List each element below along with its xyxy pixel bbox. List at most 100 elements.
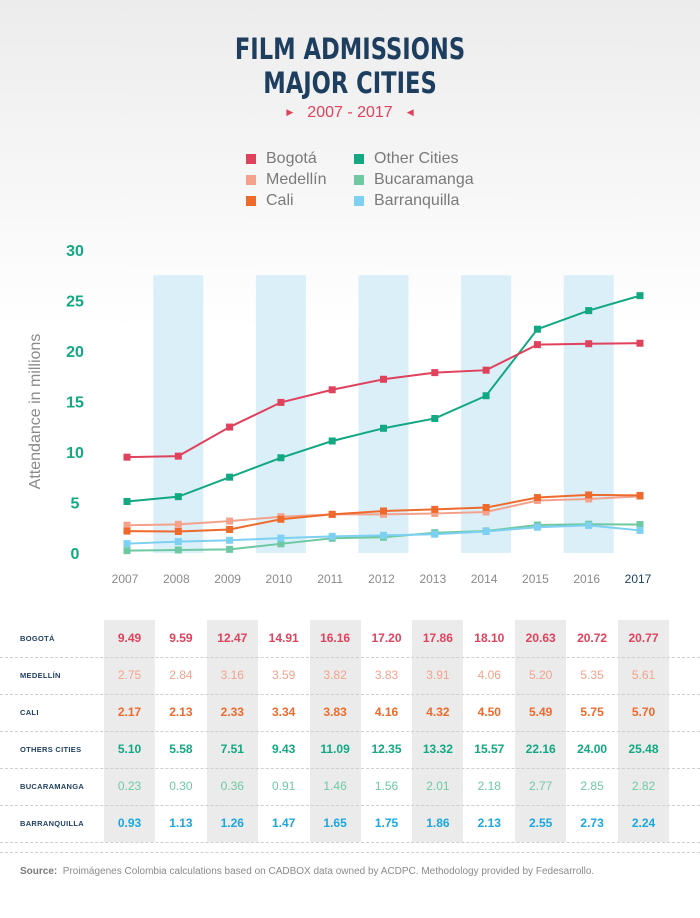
legend-label: Bogotá	[266, 150, 317, 167]
data-point-bogota	[585, 340, 593, 348]
table-cell: 9.43	[272, 742, 296, 756]
table-row: BARRANQUILLA 0.93 1.13 1.26 1.47 1.65 1.75 1.86…	[0, 805, 700, 843]
table-cell: 24.00	[577, 742, 608, 756]
data-point-barranquilla	[226, 536, 234, 544]
table-cell: 3.59	[272, 668, 296, 682]
table-cell: 2.13	[477, 816, 501, 830]
table-cell: 7.51	[220, 742, 244, 756]
data-point-cali	[277, 515, 285, 523]
legend-item-other-cities: Other Cities	[354, 150, 458, 168]
table-cell: 5.35	[580, 668, 604, 682]
data-point-cali	[174, 527, 182, 535]
table-cell: 2.24	[631, 816, 656, 830]
table-cell: 25.48	[628, 742, 659, 756]
table-cell: 2.82	[631, 779, 656, 793]
data-point-other-cities	[380, 424, 387, 432]
table-cell: 3.16	[220, 668, 244, 682]
table-cell: 0.36	[220, 779, 244, 793]
table-row-label: MEDELLÍN	[20, 671, 61, 680]
table-cell: 2.33	[220, 705, 244, 719]
table-cell: 2.85	[580, 779, 604, 793]
x-tick-label: 2010	[266, 572, 293, 586]
table-row-label: BOGOTÁ	[20, 634, 55, 643]
legend-swatch	[354, 175, 364, 185]
chart-subtitle: ▶ 2007 - 2017 ◀	[0, 104, 700, 122]
data-point-bogota	[277, 398, 285, 406]
data-point-bucaramanga	[174, 546, 182, 554]
table-cell: 9.49	[117, 631, 142, 645]
table-row: CALI 2.17 2.13 2.33 3.34 3.83 4.16 4.32 4.50 5.49…	[0, 694, 700, 732]
table-cell: 2.18	[477, 779, 501, 793]
x-tick-label: 2007	[112, 572, 139, 586]
data-point-other-cities	[533, 325, 541, 333]
table-cell: 2.01	[426, 779, 450, 793]
table-cell: 3.34	[272, 705, 296, 719]
data-point-cali	[380, 507, 387, 515]
table-cell: 16.16	[320, 631, 351, 645]
table-cell: 4.50	[477, 705, 501, 719]
table-cell: 17.20	[371, 631, 402, 645]
table-cell: 3.82	[323, 668, 347, 682]
y-tick-label: 15	[66, 395, 84, 412]
table-cell: 13.32	[422, 742, 453, 756]
y-tick-label: 20	[66, 344, 84, 361]
data-point-other-cities	[482, 392, 490, 400]
x-tick-label: 2011	[317, 572, 343, 586]
data-point-cali	[431, 505, 439, 513]
table-cell: 2.75	[117, 668, 142, 682]
legend-item-barranquilla: Barranquilla	[354, 192, 459, 210]
data-point-barranquilla	[482, 527, 490, 535]
table-row-label: BARRANQUILLA	[20, 819, 85, 828]
table-row-label: OTHERS CITIES	[20, 745, 82, 754]
y-tick-label: 25	[66, 294, 84, 311]
x-tick-label: 2009	[214, 572, 241, 586]
data-point-bogota	[226, 423, 234, 431]
legend-item-medellin: Medellín	[246, 171, 326, 189]
y-tick-label: 30	[66, 243, 84, 260]
table-cell: 2.17	[117, 705, 142, 719]
table-row: OTHERS CITIES 5.10 5.58 7.51 9.43 11.09 12.35 1…	[0, 731, 700, 769]
table-cell: 5.49	[529, 705, 553, 719]
table-cell: 1.47	[272, 816, 296, 830]
table-cell: 3.91	[426, 668, 450, 682]
data-point-bogota	[533, 341, 541, 349]
data-point-barranquilla	[431, 530, 439, 538]
column-band	[563, 275, 614, 553]
data-point-bucaramanga	[226, 545, 234, 553]
data-point-bogota	[482, 366, 490, 374]
x-tick-label: 2012	[368, 572, 395, 586]
table-row: BOGOTÁ 9.49 9.59 12.47 14.91 16.16 17.20 17.86 1…	[0, 620, 700, 658]
table-cell: 20.63	[525, 631, 556, 645]
data-point-barranquilla	[585, 521, 593, 529]
table-cell: 4.16	[374, 705, 399, 719]
legend-label: Barranquilla	[374, 192, 460, 209]
table-cell: 3.83	[323, 705, 347, 719]
table-cell: 5.75	[580, 705, 604, 719]
data-point-medellin	[482, 508, 490, 516]
data-point-cali	[123, 527, 131, 535]
column-band	[358, 275, 409, 553]
table-cell: 5.58	[169, 742, 193, 756]
subtitle-text: 2007 - 2017	[307, 104, 393, 121]
data-point-cali	[226, 525, 234, 533]
table-cell: 12.47	[217, 631, 248, 645]
data-point-other-cities	[431, 414, 439, 422]
table-cell: 22.16	[525, 742, 556, 756]
table-cell: 17.86	[422, 631, 453, 645]
legend-swatch	[246, 175, 256, 185]
data-point-cali	[533, 494, 541, 502]
data-point-barranquilla	[533, 523, 541, 531]
data-point-medellin	[226, 517, 234, 525]
data-point-bogota	[431, 369, 439, 377]
legend-swatch	[354, 154, 364, 164]
source-label: Source:	[20, 866, 58, 877]
table-cell: 18.10	[474, 631, 505, 645]
table-cell: 2.55	[529, 816, 553, 830]
data-point-other-cities	[277, 454, 285, 462]
source-note: Source: Proimágenes Colombia calculation…	[20, 866, 594, 877]
x-tick-label: 2014	[471, 572, 498, 586]
chart-title-line-2: MAJOR CITIES	[263, 66, 437, 100]
y-axis-label: Attendance in millions	[27, 334, 44, 490]
data-point-bogota	[123, 453, 131, 461]
column-band	[153, 275, 204, 553]
